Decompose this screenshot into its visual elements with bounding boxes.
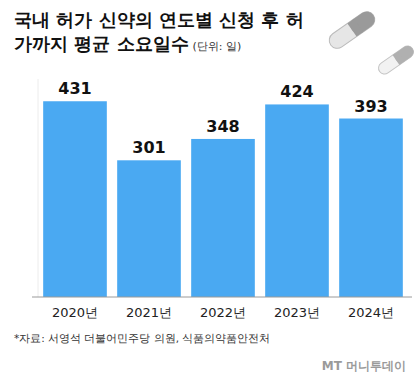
data-label: 431 — [58, 79, 91, 98]
chart: 431 2020년 301 2021년 348 2022년 424 2023년 393 2024년… — [0, 0, 420, 384]
data-label: 393 — [354, 97, 387, 116]
y-axis-line — [38, 79, 39, 297]
capsule-icon — [376, 44, 416, 77]
bar — [43, 101, 107, 297]
page: {"chart_data": {"type": "bar", "title": … — [0, 0, 420, 384]
bar — [265, 104, 329, 297]
bar — [117, 160, 181, 297]
category-label: 2020년 — [52, 305, 98, 320]
baseline — [32, 297, 412, 298]
bar — [339, 119, 403, 297]
bar — [191, 139, 255, 297]
capsule-half — [347, 9, 377, 37]
data-label: 301 — [132, 138, 165, 157]
bars — [43, 101, 403, 297]
capsule-half — [393, 52, 405, 65]
data-label: 424 — [280, 82, 313, 101]
capsule-half — [347, 19, 363, 37]
source: *자료: 서영석 더불어민주당 의원, 식품의약품안전처 — [14, 332, 270, 344]
title: 국내 허가 신약의 연도별 신청 후 허가까지 평균 소요일수 — [14, 9, 304, 54]
unit: (단위: 일) — [193, 40, 242, 53]
category-label: 2023년 — [274, 305, 320, 320]
title-block: 국내 허가 신약의 연도별 신청 후 허가까지 평균 소요일수(단위: 일) — [14, 8, 306, 59]
capsule — [376, 44, 416, 77]
capsule — [326, 9, 378, 52]
category-label: 2021년 — [126, 305, 172, 320]
category-label: 2022년 — [200, 305, 246, 320]
capsule-half — [393, 44, 416, 65]
data-label: 348 — [206, 117, 239, 136]
credit: MT 머니투데이 — [322, 359, 406, 373]
category-label: 2024년 — [348, 305, 394, 320]
capsule-icon — [326, 9, 378, 52]
